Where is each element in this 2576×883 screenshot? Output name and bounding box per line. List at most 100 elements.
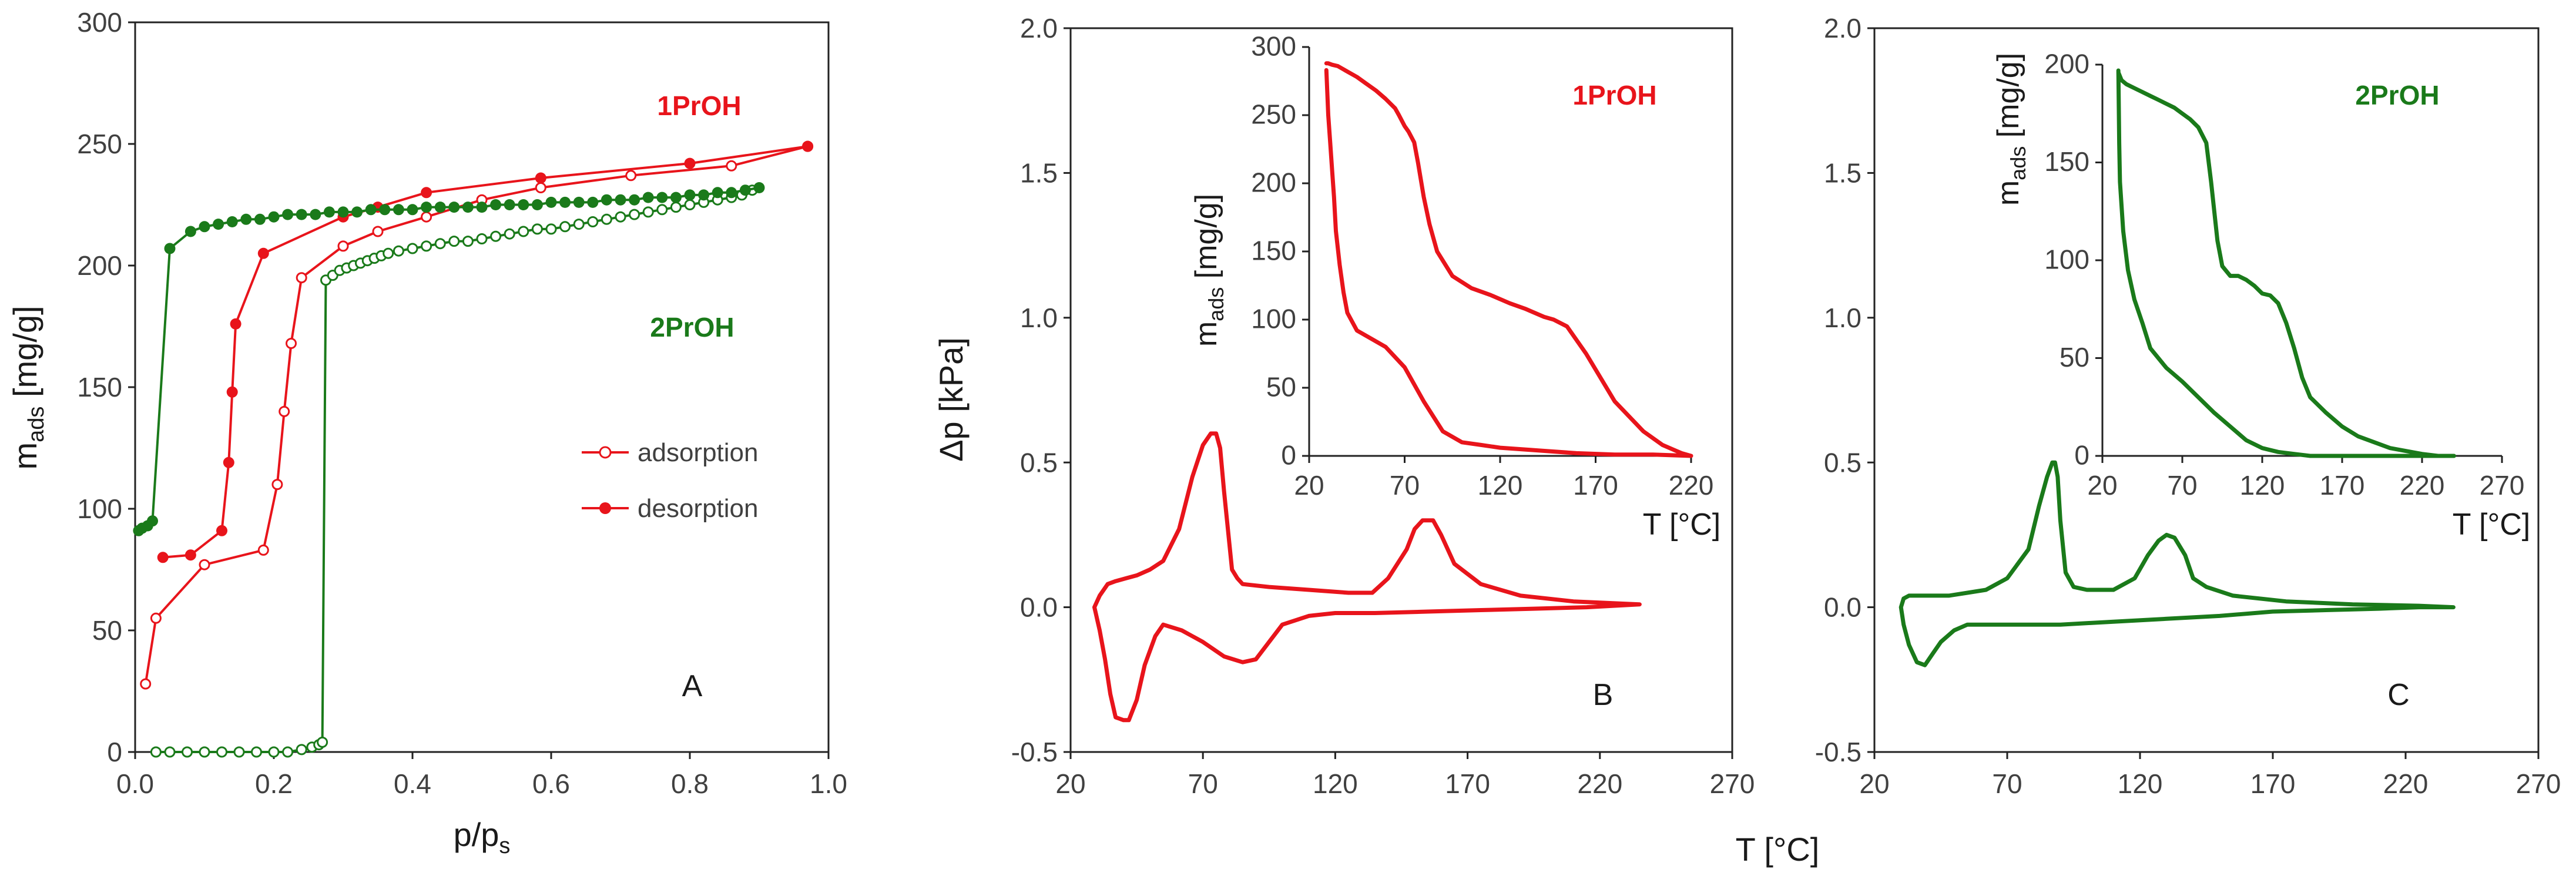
panel-b-inset-y-tick-label: 250 — [1251, 99, 1296, 130]
panel-b-y-tick-label: 1.0 — [1020, 303, 1058, 333]
panel-a-series-1-point — [802, 140, 814, 152]
panel-b-y-tick-label: 0.0 — [1020, 592, 1058, 623]
panel-a-series-2-point — [615, 211, 626, 223]
panel-a-y-tick-label: 0 — [107, 737, 122, 767]
panel-c-inset-x-tick-label: 120 — [2240, 470, 2285, 501]
panel-a-series-3-point — [476, 202, 488, 213]
panel-a-series-3-point — [133, 525, 145, 536]
panel-a-series-0-point — [535, 182, 546, 193]
panel-b-inset-y-tick-label: 300 — [1251, 31, 1296, 62]
panel-a-series-0-point — [372, 226, 384, 237]
panel-a-series-3-point — [421, 202, 432, 213]
panel-a-series-2-point — [317, 736, 328, 748]
panel-a-series-2-point — [164, 746, 176, 758]
panel-a-series-3-point — [670, 192, 682, 203]
panel-a-series-3-point — [545, 196, 557, 208]
panel-a-legend: adsorption desorption — [582, 438, 758, 523]
panel-a-series-3-point — [185, 226, 196, 237]
shared-x-axis-label: T [°C] — [1736, 831, 1820, 868]
panel-b-inset-y-tick-label: 100 — [1251, 304, 1296, 334]
panel-b-y-tick-label: 2.0 — [1020, 13, 1058, 43]
panel-a-series-3-point — [337, 206, 349, 218]
panel-b-x-tick-label: 70 — [1188, 768, 1218, 799]
panel-a-series-3-point — [629, 194, 640, 206]
panel-c-y-tick-label: 0.5 — [1824, 447, 1861, 478]
panel-a-series-2-point — [490, 230, 502, 242]
panel-a-series-2-point — [407, 243, 418, 254]
panel-a-series-0-point — [625, 170, 637, 182]
panel-a-series-2-point — [656, 204, 668, 216]
panel-c-inset: 20 70 120 170 220 270 0 50 100 150 200 mads [mg/g]… — [1991, 49, 2530, 542]
panel-a-series-3-point — [240, 213, 252, 225]
panel-b-inset-x-tick-label: 120 — [1478, 470, 1523, 501]
panel-c-inset-axes: 20 70 120 170 220 270 0 50 100 150 200 — [2044, 49, 2524, 501]
panel-a-series-3-point — [753, 182, 765, 193]
panel-c-inset-x-tick-label: 70 — [2167, 470, 2197, 501]
panel-a-x-tick-label: 0.2 — [255, 768, 293, 799]
panel-a-series-0-point — [150, 612, 162, 624]
panel-b-inset: 20 70 120 170 220 0 50 100 150 200 250 300 mads [mg… — [1189, 31, 1720, 542]
panel-b-x-tick-label: 220 — [1577, 768, 1622, 799]
panel-a-series-2-point — [518, 226, 529, 237]
panel-b-inset-y-tick-label: 50 — [1266, 372, 1296, 402]
panel-b-inset-y-tick-label: 0 — [1281, 440, 1296, 471]
legend-desorption-marker — [599, 502, 611, 514]
panel-a-series — [133, 140, 814, 758]
panel-a-series-3-point — [712, 187, 723, 199]
panel-c-inset-annotation: 2PrOH — [2355, 80, 2439, 110]
panel-a-series-3-point — [642, 192, 654, 203]
panel-a-series-2-point — [531, 223, 543, 235]
panel-c-inset-y-axis-label: mads [mg/g] — [1991, 53, 2030, 206]
panel-c-inset-y-tick-label: 150 — [2044, 146, 2089, 177]
panel-a-series-2-point — [462, 236, 474, 247]
panel-a-series-3-point — [213, 219, 224, 230]
panel-c-inset-x-tick-label: 220 — [2400, 470, 2445, 501]
panel-a-y-tick-label: 250 — [77, 129, 122, 159]
panel-a-series-3-point — [739, 184, 751, 196]
panel-a-series-1-point — [157, 552, 169, 563]
panel-a-series-1-point — [185, 549, 196, 561]
panel-a-series-2-point — [150, 746, 162, 758]
panel-a-series-3-point — [601, 194, 612, 206]
panel-a-series-3-point — [310, 209, 321, 220]
panel-a-series-3-point — [268, 211, 280, 223]
panel-a-series-0-point — [726, 160, 737, 172]
panel-a-series-3-point — [199, 221, 210, 233]
panel-a-series-3-point — [351, 206, 363, 218]
panel-a-series-2-point — [684, 199, 696, 210]
panel-a-series-3-point — [531, 199, 543, 210]
panel-a-series-0-point — [337, 240, 349, 252]
panel-a-series-3-point — [726, 187, 737, 199]
panel-c-inset-series — [2116, 68, 2456, 458]
panel-a-series-2-point — [434, 238, 446, 250]
panel-c-axes: 20 70 120 170 220 270 -0.5 0.0 0.5 1.0 1.5 2.0 — [1815, 13, 2561, 799]
panel-c-y-tick-label: -0.5 — [1815, 737, 1861, 767]
panel-a-series-1-point — [223, 456, 234, 468]
panel-c-series-0 — [1899, 460, 2456, 667]
panel-a-series-2-point — [642, 206, 654, 218]
panel-b-inset-x-tick-label: 170 — [1573, 470, 1618, 501]
panel-a-series-1-point — [226, 386, 238, 398]
panel-a-series-2-point — [182, 746, 193, 758]
panel-a-series-2-point — [476, 233, 488, 244]
panel-a-y-tick-label: 200 — [77, 250, 122, 281]
panel-a-series-2-point — [233, 746, 245, 758]
panel-a-series-3-point — [615, 194, 626, 206]
panel-a-series-2-point — [199, 746, 210, 758]
panel-a-series-2-point — [448, 236, 460, 247]
panel-a-series-2-point — [629, 209, 640, 220]
panel-a-series-1-point — [421, 187, 432, 199]
panel-a-series-0-point — [271, 479, 283, 491]
panel-a-y-tick-label: 100 — [77, 493, 122, 524]
panel-c-inset-x-tick-label: 20 — [2087, 470, 2117, 501]
panel-b-inset-x-tick-label: 20 — [1294, 470, 1324, 501]
panel-a-x-tick-label: 0.0 — [116, 768, 154, 799]
panel-a-y-axis-label: mads [mg/g] — [6, 305, 49, 469]
panel-c-label: C — [2387, 678, 2410, 712]
panel-c-x-tick-label: 120 — [2118, 768, 2163, 799]
panel-a-series-1-point — [535, 172, 546, 184]
panel-c-y-tick-label: 1.0 — [1824, 303, 1861, 333]
panel-a-series-2-point — [296, 744, 307, 756]
panel-b-x-tick-label: 170 — [1445, 768, 1490, 799]
panel-a-series-3-point — [226, 216, 238, 227]
